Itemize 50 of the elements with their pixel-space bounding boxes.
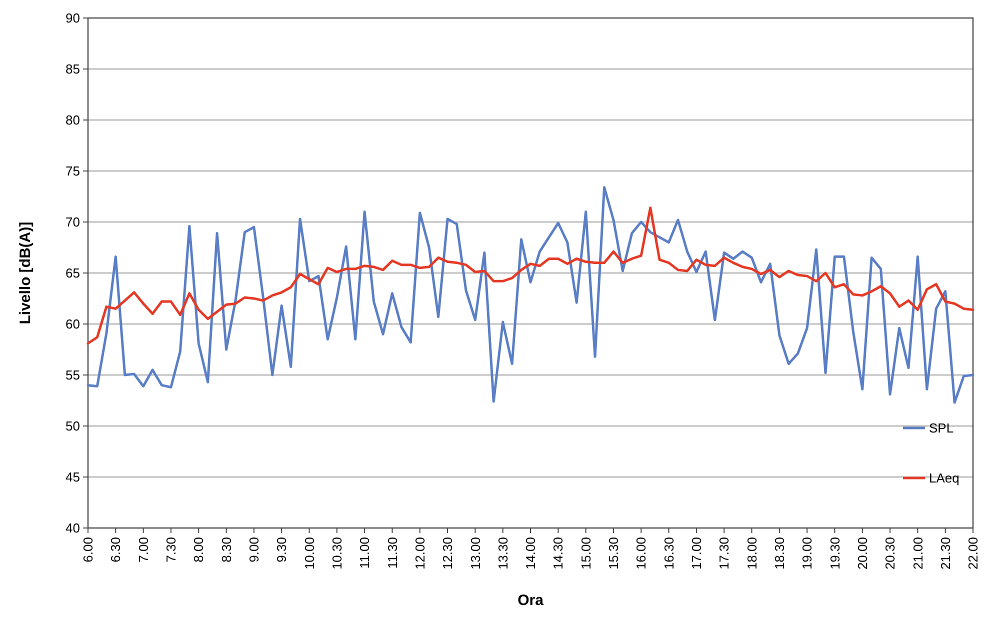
- legend-label: LAeq: [929, 470, 960, 486]
- x-tick-label: 13.00: [468, 537, 483, 570]
- x-tick-label: 12.00: [412, 537, 428, 570]
- x-tick-label: 7.30: [164, 537, 179, 562]
- x-tick-label: 21.00: [910, 537, 926, 570]
- x-tick-label: 11.00: [357, 537, 372, 569]
- x-tick-label: 17.00: [688, 537, 704, 570]
- x-tick-label: 17.30: [716, 537, 732, 570]
- x-tick-label: 21.30: [938, 537, 953, 570]
- x-tick-label: 8.30: [218, 537, 234, 562]
- x-tick-label: 13.30: [495, 537, 510, 570]
- x-axis-title: Ora: [518, 592, 544, 609]
- x-tick-label: 18.00: [744, 537, 760, 570]
- x-tick-label: 9.00: [246, 537, 262, 562]
- y-tick-label: 85: [66, 62, 80, 77]
- line-series: [86, 206, 974, 345]
- x-tick-label: 11.30: [384, 537, 400, 569]
- y-axis-title: Livello [dB(A)]: [17, 222, 34, 324]
- x-tick-label: 20.00: [854, 537, 870, 570]
- x-tick-label: 16.00: [634, 537, 649, 570]
- x-tick-label: 8.00: [191, 537, 206, 562]
- x-tick-label: 9.30: [274, 537, 290, 562]
- x-tick-label: 16.30: [661, 537, 676, 570]
- y-tick-label: 75: [66, 164, 80, 179]
- x-tick-label: 6.00: [80, 537, 96, 562]
- x-tick-label: 18.30: [772, 537, 787, 570]
- x-tick-label: 22.00: [966, 537, 981, 570]
- y-tick-label: 80: [66, 112, 80, 128]
- x-tick-label: 7.00: [136, 537, 151, 562]
- x-tick-label: 14.00: [523, 537, 538, 570]
- legend-label: SPL: [929, 420, 954, 436]
- x-tick-label: 15.30: [606, 537, 622, 570]
- x-tick-label: 10.00: [302, 537, 317, 570]
- line-series: [86, 186, 974, 404]
- y-tick-label: 65: [66, 266, 80, 281]
- x-tick-label: 12.30: [440, 537, 456, 570]
- y-tick-label: 45: [66, 470, 80, 485]
- y-tick-label: 70: [66, 214, 80, 230]
- x-tick-label: 6.30: [108, 537, 124, 562]
- y-tick-label: 90: [66, 10, 80, 26]
- x-tick-label: 14.30: [550, 537, 566, 570]
- y-tick-label: 50: [66, 418, 80, 434]
- y-tick-label: 55: [66, 368, 80, 383]
- x-tick-label: 10.30: [329, 537, 344, 570]
- y-tick-label: 40: [66, 520, 80, 536]
- x-tick-label: 20.30: [882, 537, 898, 570]
- x-tick-label: 19.30: [827, 537, 842, 570]
- y-tick-label: 60: [66, 316, 80, 332]
- x-tick-label: 19.00: [800, 537, 815, 570]
- x-tick-label: 15.00: [578, 537, 594, 570]
